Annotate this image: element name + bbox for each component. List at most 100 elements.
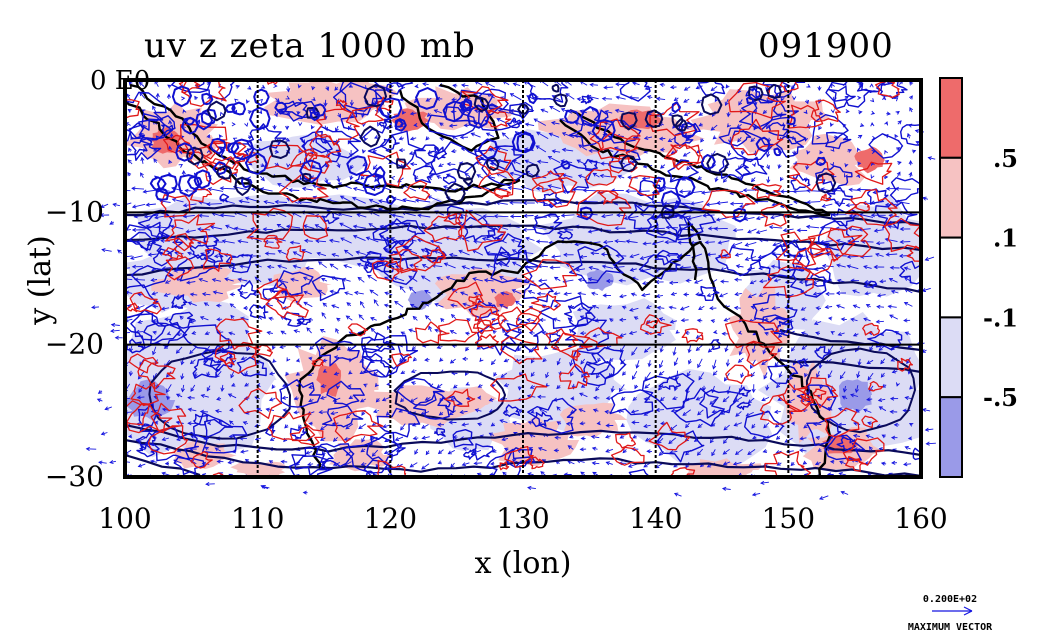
wind-vector (927, 156, 936, 161)
wind-vector (109, 459, 116, 465)
wind-vector (846, 264, 859, 270)
wind-vector (231, 122, 236, 127)
wind-vector (852, 304, 861, 309)
zeta-cluster-contour (580, 106, 601, 127)
negative-zeta-contour (775, 135, 805, 158)
positive-zeta-contour (725, 364, 753, 385)
wind-vector (509, 171, 521, 177)
wind-vector (461, 462, 470, 467)
wind-vector (859, 123, 865, 128)
wind-vector (295, 371, 301, 376)
wind-vector (470, 265, 483, 270)
wind-vector (876, 304, 885, 309)
positive-zeta-contour (476, 308, 507, 331)
wind-vector (492, 329, 497, 335)
wind-vector (812, 291, 821, 296)
wind-vector (263, 200, 275, 205)
zeta-cluster-contour (786, 115, 796, 126)
negative-zeta-contour (580, 94, 594, 105)
wind-vector (131, 203, 146, 209)
wind-vector (764, 331, 769, 336)
x-tick-label: 140 (629, 502, 682, 535)
wind-vector (596, 421, 601, 426)
wind-vector (727, 150, 732, 157)
wind-vector (655, 96, 666, 101)
positive-zeta-contour (842, 437, 885, 466)
zeta-cluster-contour (773, 147, 782, 157)
wind-vector (161, 437, 170, 442)
wind-vector (782, 228, 794, 233)
wind-vector (575, 267, 585, 272)
wind-vector (643, 424, 651, 429)
zeta-cluster-contour (620, 154, 638, 173)
negative-zeta-contour (363, 459, 397, 477)
negative-zeta-contour (767, 364, 799, 385)
wind-vector (286, 86, 291, 93)
wind-vector (904, 331, 911, 336)
negative-zeta-contour (202, 418, 248, 454)
wind-vector (629, 307, 639, 312)
wind-vector (865, 434, 874, 439)
wind-vector (751, 423, 756, 429)
wind-vector (347, 384, 352, 389)
negative-zeta-contour (376, 407, 421, 438)
wind-vector (335, 385, 340, 390)
wind-vector (580, 358, 586, 365)
positive-zeta-contour (164, 214, 216, 248)
wind-vector (273, 83, 278, 88)
wind-vector (349, 164, 354, 170)
wind-vector (271, 384, 276, 389)
wind-vector (473, 291, 482, 296)
zeta-cluster-contour (653, 176, 666, 190)
wind-vector (776, 383, 781, 389)
wind-vector (490, 422, 495, 427)
wind-vector (199, 316, 209, 321)
wind-vector (286, 357, 291, 362)
wind-vector (530, 371, 535, 377)
negative-zeta-contour (836, 436, 857, 452)
positive-zeta-contour (129, 291, 162, 315)
wind-vector (277, 249, 287, 255)
wind-vector (722, 461, 731, 466)
wind-vector (533, 118, 547, 126)
wind-vector (777, 164, 782, 169)
wind-vector (839, 345, 846, 350)
negative-zeta-contour (326, 380, 365, 406)
positive-zeta-contour (422, 249, 447, 264)
wind-vector (659, 345, 664, 353)
wind-vector (367, 274, 377, 282)
wind-vector (644, 383, 651, 389)
wind-vector (830, 109, 835, 114)
wind-vector (509, 93, 522, 101)
wind-vector (551, 254, 561, 259)
wind-vector (742, 188, 755, 193)
wind-vector (712, 135, 717, 140)
wind-vector (276, 224, 287, 230)
wind-vector (819, 150, 824, 155)
wind-vector (411, 346, 416, 351)
wind-vector (651, 200, 663, 205)
wind-vector (268, 460, 274, 464)
wind-vector (319, 437, 326, 441)
wind-vector (448, 252, 458, 257)
wind-vector (150, 277, 158, 283)
zeta-cluster-contour (525, 163, 540, 178)
wind-vector (147, 252, 157, 257)
wind-vector (306, 327, 312, 334)
wind-vector (452, 384, 458, 389)
wind-vector (729, 201, 744, 206)
wind-vector (189, 319, 197, 324)
zeta-cluster-contour (346, 155, 368, 176)
wind-vector (337, 112, 341, 119)
negative-zeta-contour (171, 294, 188, 309)
wind-vector (734, 448, 743, 455)
wind-vector (509, 214, 522, 219)
positive-zeta-contour (545, 328, 579, 353)
wind-vector (883, 175, 889, 180)
zeta-cluster-contour (394, 118, 404, 128)
wind-vector (870, 174, 875, 179)
positive-zeta-contour (628, 175, 661, 197)
wind-vector (668, 437, 677, 445)
positive-zeta-contour (474, 333, 499, 349)
wind-vector (634, 384, 639, 390)
